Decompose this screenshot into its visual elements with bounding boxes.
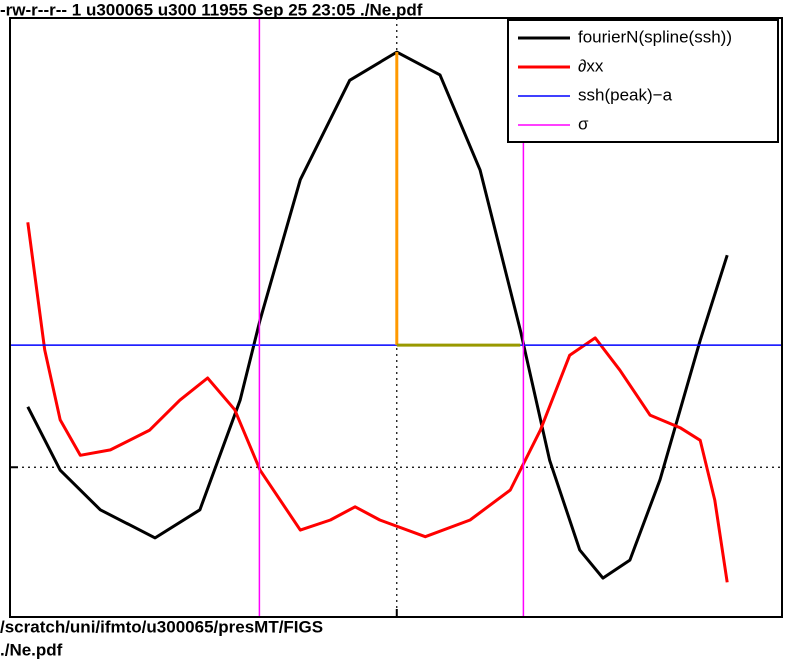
axes-box [9, 17, 783, 618]
legend-box [507, 19, 779, 143]
legend-label: ∂xx [578, 56, 604, 75]
legend-label: σ [578, 114, 589, 133]
series-line [26, 50, 729, 580]
legend-label: fourierN(spline(ssh)) [578, 27, 732, 46]
legend-label: ssh(peak)−a [578, 85, 673, 104]
file-footer: /scratch/uni/ifmto/u300065/presMT/FIGS [0, 617, 323, 636]
series-line [26, 222, 729, 583]
file-footer: ./Ne.pdf [0, 640, 63, 659]
file-header: -rw-r--r-- 1 u300065 u300 11955 Sep 25 2… [0, 0, 423, 19]
